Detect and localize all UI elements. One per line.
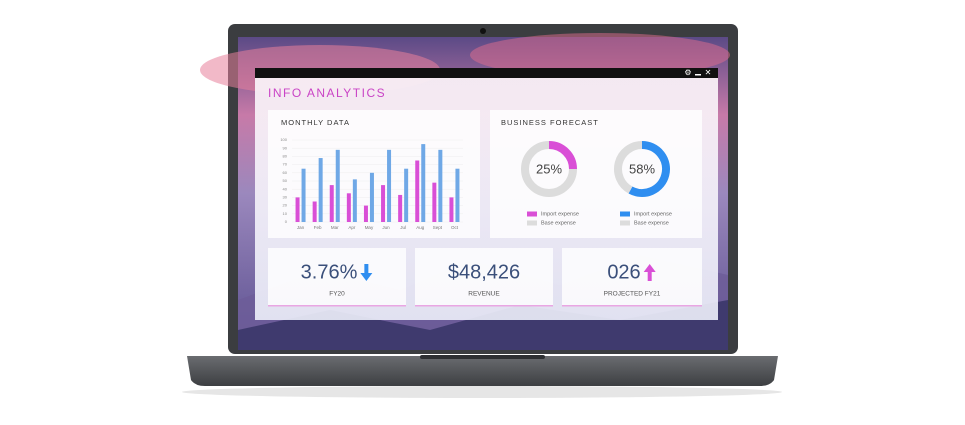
legend-label: Import expense [541, 211, 579, 217]
bar [346, 193, 351, 222]
y-tick-label: 40 [283, 186, 288, 191]
bar [363, 205, 368, 222]
bar [301, 168, 306, 222]
bar [318, 158, 323, 222]
bar [455, 168, 460, 222]
x-tick-label: Jul [400, 225, 406, 230]
legend-label: Base expense [541, 220, 576, 226]
panel [268, 110, 480, 238]
panel-title: MONTHLY DATA [281, 118, 350, 127]
kpi-card [562, 248, 702, 306]
x-tick-label: Feb [314, 225, 322, 230]
bar [335, 149, 340, 222]
x-tick-label: Oct [451, 225, 459, 230]
y-tick-label: 100 [280, 137, 287, 142]
bar [387, 149, 392, 222]
y-tick-label: 10 [283, 211, 288, 216]
kpi-value: $48,426 [448, 261, 520, 283]
bar [432, 182, 437, 222]
mountains [238, 300, 728, 350]
shadow [182, 386, 782, 398]
legend-swatch [527, 220, 537, 226]
bar [352, 179, 357, 222]
kpi-caption: FY20 [329, 291, 345, 298]
x-tick-label: May [365, 225, 374, 230]
bar [312, 201, 317, 222]
kpi-underline [415, 305, 553, 307]
y-tick-label: 60 [283, 170, 288, 175]
y-tick-label: 70 [283, 162, 288, 167]
bar [438, 149, 443, 222]
donut-segment [521, 141, 577, 197]
legend-swatch [620, 220, 630, 226]
y-tick-label: 30 [283, 194, 288, 199]
cloud [470, 33, 730, 77]
minimize-button[interactable] [695, 74, 701, 76]
bar [421, 144, 426, 222]
legend-label: Import expense [634, 211, 672, 217]
y-tick-label: 50 [283, 178, 288, 183]
x-tick-label: Mar [331, 225, 339, 230]
x-tick-label: Jan [297, 225, 305, 230]
bar [381, 185, 386, 222]
bar [415, 160, 420, 222]
kpi-card [268, 248, 406, 306]
x-tick-label: Apr [348, 225, 356, 230]
x-tick-label: Aug [416, 225, 425, 230]
bar [369, 172, 374, 222]
donut-label: 25% [536, 161, 562, 176]
y-tick-label: 20 [283, 203, 288, 208]
laptop-base [187, 356, 778, 386]
donut-segment [628, 141, 670, 197]
y-tick-label: 80 [283, 153, 288, 158]
bar [404, 168, 409, 222]
bar [449, 197, 454, 222]
app-title: INFO ANALYTICS [268, 86, 386, 100]
kpi-card [415, 248, 553, 306]
donut-label: 58% [629, 161, 655, 176]
x-tick-label: Sept [433, 225, 443, 230]
panel-title: BUSINESS FORECAST [501, 118, 599, 127]
bar [295, 197, 300, 222]
legend-label: Base expense [634, 220, 669, 226]
kpi-underline [562, 305, 702, 307]
camera [480, 28, 486, 34]
legend-swatch [620, 211, 630, 217]
trend-arrow [643, 264, 656, 281]
kpi-value: 3.76% [301, 261, 358, 283]
y-tick-label: 90 [283, 145, 288, 150]
x-tick-label: Jun [382, 225, 390, 230]
kpi-caption: REVENUE [468, 291, 500, 298]
settings-button[interactable]: ⚙ [684, 68, 691, 77]
kpi-underline [268, 305, 406, 307]
hinge [420, 355, 545, 359]
donut-segment [548, 141, 577, 170]
donut-segment [614, 141, 643, 194]
kpi-value: 026 [607, 261, 640, 283]
bar [398, 194, 403, 222]
y-tick-label: 0 [285, 219, 288, 224]
bar [329, 185, 334, 222]
trend-arrow [360, 264, 373, 281]
legend-swatch [527, 211, 537, 217]
close-button[interactable]: ✕ [705, 68, 712, 77]
title-bar [255, 68, 718, 78]
kpi-caption: PROJECTED FY21 [604, 291, 661, 298]
